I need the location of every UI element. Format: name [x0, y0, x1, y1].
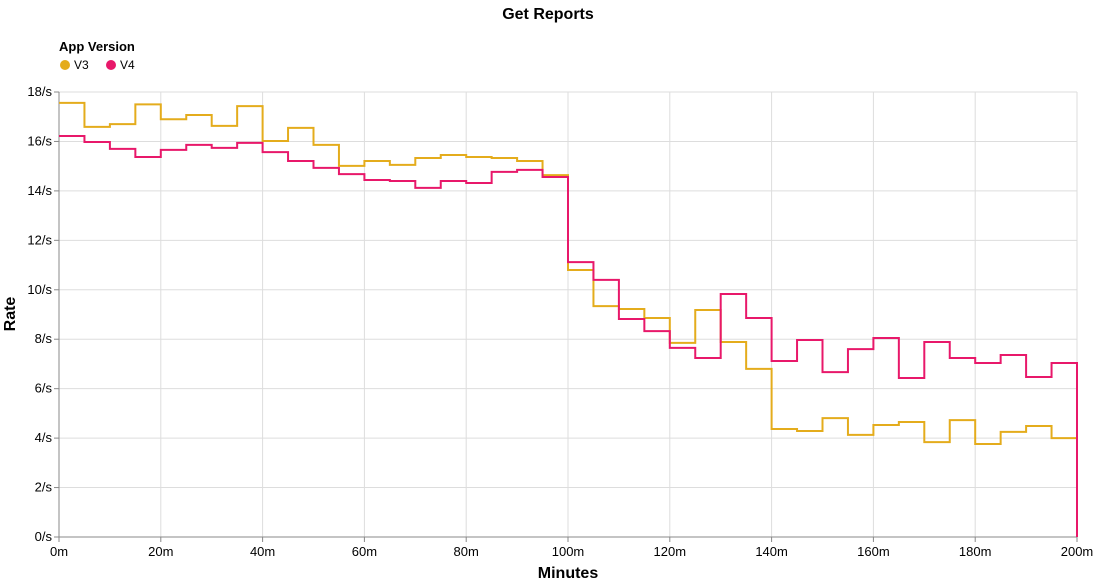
series-line-v4 [59, 135, 1078, 537]
x-tick-label: 20m [148, 544, 173, 559]
legend-label: V4 [120, 58, 135, 72]
grid [58, 91, 1078, 538]
x-tick-label: 200m [1061, 544, 1094, 559]
x-tick-label: 80m [454, 544, 479, 559]
y-tick-label: 0/s [35, 529, 53, 544]
x-tick-label: 120m [654, 544, 687, 559]
chart-title: Get Reports [502, 6, 594, 23]
y-tick-label: 16/s [27, 133, 52, 148]
legend-symbol-v3 [60, 60, 70, 70]
x-tick-label: 60m [352, 544, 377, 559]
y-tick-label: 12/s [27, 232, 52, 247]
y-tick-label: 10/s [27, 282, 52, 297]
legend-title: App Version [59, 39, 135, 54]
y-tick-label: 4/s [35, 430, 53, 445]
legend-symbol-v4 [106, 60, 116, 70]
series-lines [59, 101, 1078, 537]
axes: 0m 20m 40m 60m 80m 100m 120m 140m 160m 180m 200m 0/… [27, 84, 1093, 559]
y-tick-label: 8/s [35, 331, 53, 346]
y-tick-label: 18/s [27, 84, 52, 99]
y-tick-label: 14/s [27, 183, 52, 198]
y-tick-label: 2/s [35, 480, 53, 495]
legend: App Version V3 V4 [59, 39, 135, 72]
x-tick-label: 100m [552, 544, 585, 559]
y-axis-label: Rate [2, 297, 19, 332]
x-axis-label: Minutes [538, 565, 599, 582]
x-tick-label: 40m [250, 544, 275, 559]
x-tick-label: 180m [959, 544, 992, 559]
y-tick-label: 6/s [35, 381, 53, 396]
legend-label: V3 [74, 58, 89, 72]
x-tick-label: 140m [755, 544, 788, 559]
x-tick-label: 160m [857, 544, 890, 559]
x-tick-label: 0m [50, 544, 68, 559]
